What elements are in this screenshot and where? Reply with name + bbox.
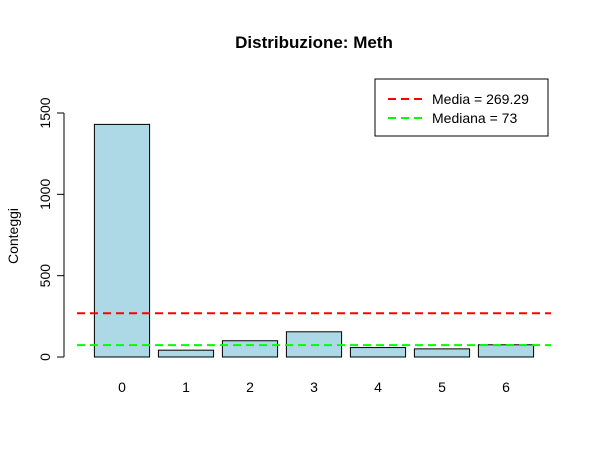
reference-lines	[77, 312, 551, 347]
y-axis-label: Conteggi	[5, 208, 21, 264]
legend-label-1: Mediana = 73	[432, 110, 517, 126]
y-tick-label: 1000	[37, 179, 53, 210]
x-tick-label: 2	[246, 379, 254, 395]
bar-6	[477, 344, 535, 358]
bar-1	[157, 349, 215, 358]
bar-5	[413, 348, 471, 358]
y-tick-label: 500	[37, 264, 53, 288]
x-axis-tick-labels: 0 1 2 3 4 5 6	[118, 379, 510, 395]
x-tick-label: 4	[374, 379, 382, 395]
x-tick-label: 0	[118, 379, 126, 395]
y-axis: 0 500 1000 1500	[37, 97, 65, 361]
x-tick-label: 5	[438, 379, 446, 395]
x-tick-label: 3	[310, 379, 318, 395]
legend: Media = 269.29 Mediana = 73	[374, 78, 549, 137]
bars	[93, 123, 535, 358]
bar-4	[349, 347, 407, 358]
bar-0	[93, 123, 151, 358]
y-tick-label: 0	[37, 353, 53, 361]
bar-2	[221, 340, 279, 358]
legend-label-0: Media = 269.29	[432, 91, 529, 107]
legend-box	[374, 78, 549, 137]
x-tick-label: 6	[502, 379, 510, 395]
y-tick-label: 1500	[37, 97, 53, 128]
chart-title: Distribuzione: Meth	[235, 33, 393, 52]
x-tick-label: 1	[182, 379, 190, 395]
